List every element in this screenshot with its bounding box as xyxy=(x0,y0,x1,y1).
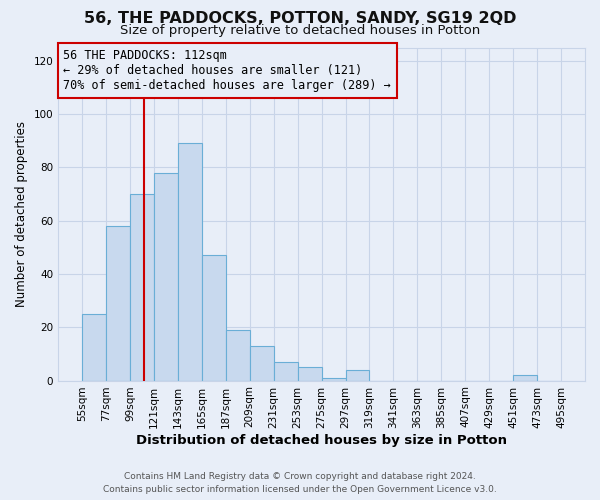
Text: Size of property relative to detached houses in Potton: Size of property relative to detached ho… xyxy=(120,24,480,37)
X-axis label: Distribution of detached houses by size in Potton: Distribution of detached houses by size … xyxy=(136,434,507,448)
Text: Contains HM Land Registry data © Crown copyright and database right 2024.
Contai: Contains HM Land Registry data © Crown c… xyxy=(103,472,497,494)
Bar xyxy=(346,370,370,380)
Bar xyxy=(250,346,274,380)
Bar xyxy=(298,367,322,380)
Bar xyxy=(106,226,130,380)
Bar xyxy=(513,375,537,380)
Y-axis label: Number of detached properties: Number of detached properties xyxy=(15,121,28,307)
Bar xyxy=(178,144,202,380)
Bar xyxy=(154,172,178,380)
Bar xyxy=(226,330,250,380)
Bar xyxy=(322,378,346,380)
Bar xyxy=(202,256,226,380)
Text: 56, THE PADDOCKS, POTTON, SANDY, SG19 2QD: 56, THE PADDOCKS, POTTON, SANDY, SG19 2Q… xyxy=(84,11,516,26)
Bar xyxy=(82,314,106,380)
Text: 56 THE PADDOCKS: 112sqm
← 29% of detached houses are smaller (121)
70% of semi-d: 56 THE PADDOCKS: 112sqm ← 29% of detache… xyxy=(64,49,391,92)
Bar xyxy=(274,362,298,380)
Bar xyxy=(130,194,154,380)
